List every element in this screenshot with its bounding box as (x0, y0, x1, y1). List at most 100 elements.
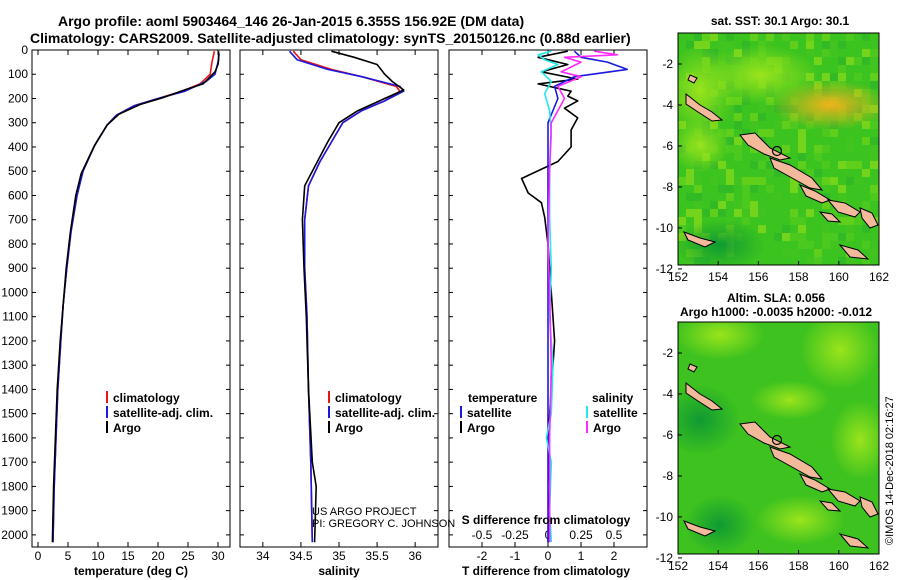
sst-pixel (822, 193, 830, 201)
legend-salinity-title: salinity (592, 391, 634, 405)
map-x-tick-label: 152 (668, 559, 688, 573)
salinity-legend: climatology satellite-adj. clim. Argo (328, 391, 435, 435)
x-tick-label: -1 (510, 549, 521, 563)
sst-pixel (822, 201, 830, 209)
x-tick-label: 5 (65, 549, 72, 563)
depth-tick-label: 1700 (1, 455, 28, 469)
sst-pixel (846, 161, 854, 169)
sst-pixel (830, 73, 838, 81)
sst-pixel (758, 177, 766, 185)
depth-tick-label: 200 (8, 91, 28, 105)
sst-pixel (870, 161, 878, 169)
sst-pixel (678, 225, 686, 233)
sst-pixel (726, 113, 734, 121)
sst-pixel (694, 33, 702, 41)
sst-pixel (870, 185, 878, 193)
sst-pixel (846, 233, 854, 241)
sst-pixel (822, 129, 830, 137)
island (687, 363, 698, 373)
depth-tick-label: 800 (8, 237, 28, 251)
depth-tick-label: 2000 (1, 528, 28, 542)
sla-high-patch (750, 380, 830, 420)
sst-pixel (742, 201, 750, 209)
legend-climatology-label: climatology (113, 391, 180, 405)
sst-pixel (726, 177, 734, 185)
sst-map-frame (677, 32, 880, 266)
sst-pixel (846, 177, 854, 185)
island (685, 381, 724, 411)
depth-tick-label: 400 (8, 140, 28, 154)
map-y-tick-label: -4 (662, 98, 673, 112)
x-tick-label: 35.5 (365, 549, 389, 563)
sst-pixel (742, 41, 750, 49)
sst-pixel (766, 153, 774, 161)
legend-argo-label: Argo (113, 421, 141, 435)
sst-pixel (726, 129, 734, 137)
salinity-xlabel: salinity (318, 564, 360, 578)
sst-pixel (862, 257, 870, 265)
sst-pixel (846, 257, 854, 265)
sst-pixel (798, 129, 806, 137)
title-line-1: Argo profile: aoml 5903464_146 26-Jan-20… (58, 13, 525, 29)
sst-pixel (686, 193, 694, 201)
sst-pixel (742, 185, 750, 193)
argo-float-marker (771, 145, 783, 157)
sst-pixel (846, 137, 854, 145)
map-x-tick-label: 154 (708, 559, 728, 573)
series-line-temperature-argo (520, 50, 579, 543)
x-tick-label: 20 (151, 549, 165, 563)
depth-tick-label: 900 (8, 261, 28, 275)
sst-pixel (854, 177, 862, 185)
island (818, 500, 842, 512)
salinity-diff-tick-label: -0.25 (501, 528, 529, 542)
sst-pixel (838, 257, 846, 265)
sst-pixel (750, 121, 758, 129)
sst-pixel (766, 41, 774, 49)
depth-tick-label: 700 (8, 213, 28, 227)
sst-pixel (726, 41, 734, 49)
argo-height-title: Argo h1000: -0.0035 h2000: -0.012 (680, 305, 872, 319)
sst-pixel (702, 209, 710, 217)
map-x-tick-label: 162 (869, 270, 889, 284)
sst-pixel (806, 41, 814, 49)
sst-pixel (782, 249, 790, 257)
sst-pixel (806, 49, 814, 57)
depth-tick-label: 1400 (1, 382, 28, 396)
sst-pixel (742, 129, 750, 137)
sst-pixel (694, 209, 702, 217)
sst-pixel (718, 185, 726, 193)
sst-pixel (790, 193, 798, 201)
sst-pixel (742, 177, 750, 185)
sst-pixel (830, 129, 838, 137)
depth-tick-label: 1500 (1, 407, 28, 421)
island (859, 207, 879, 229)
sst-pixel (814, 177, 822, 185)
sst-pixel (830, 177, 838, 185)
sla-map-frame (677, 321, 880, 555)
sst-pixel (830, 41, 838, 49)
island (687, 74, 698, 84)
sst-pixel (758, 161, 766, 169)
x-tick-label: 30 (211, 549, 225, 563)
map-x-tick-label: 162 (869, 559, 889, 573)
sst-pixel (822, 49, 830, 57)
sst-pixel (798, 225, 806, 233)
sst-pixel (758, 33, 766, 41)
legend-temperature-title: temperature (468, 391, 538, 405)
sst-pixel (838, 73, 846, 81)
sla-high-patch (800, 322, 879, 390)
sst-pixel (790, 185, 798, 193)
sst-map-field (678, 33, 879, 265)
sst-pixel (726, 193, 734, 201)
sst-pixel (758, 209, 766, 217)
sst-pixel (726, 33, 734, 41)
sst-pixel (822, 241, 830, 249)
salinity-diff-tick-label: 0.25 (569, 528, 593, 542)
sst-pixel (830, 209, 838, 217)
sst-pixel (822, 177, 830, 185)
island (838, 533, 870, 549)
sst-pixel (750, 161, 758, 169)
sst-pixel (838, 217, 846, 225)
sst-pixel (870, 121, 878, 129)
sst-pixel (870, 249, 878, 257)
